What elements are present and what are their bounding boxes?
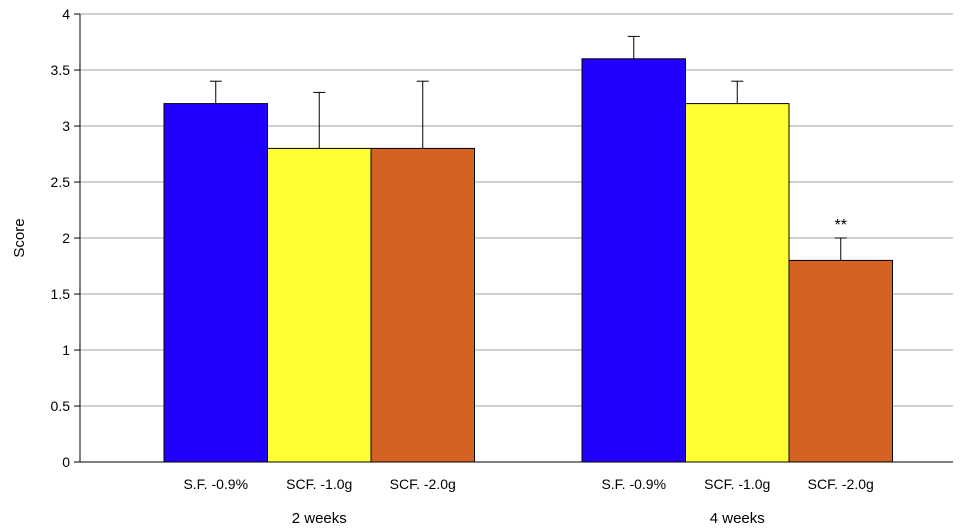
category-labels: S.F. -0.9% SCF. -1.0g SCF. -2.0g 2 weeks S.F… [183,217,873,527]
group-label: 2 weeks [292,510,347,527]
bar [163,103,268,463]
y-tick-label: 3 [62,118,70,134]
y-axis-title: Score [11,218,28,257]
bar [581,58,686,463]
category-label: S.F. -0.9% [601,476,666,492]
y-tick-label: 0 [62,454,70,470]
bar [267,147,372,463]
category-label: SCF. -2.0g [390,476,456,492]
y-tick-label: 0.5 [51,398,71,414]
y-tick-label: 1.5 [51,286,71,302]
bar [685,103,790,463]
error-bars [209,35,847,261]
y-tick-label: 1 [62,342,70,358]
y-tick-label: 2 [62,230,70,246]
y-tick-label: 2.5 [51,174,71,190]
category-label: S.F. -0.9% [183,476,248,492]
bars [163,58,893,463]
group-label: 4 weeks [710,510,765,527]
y-axis-ticks: 0 0.5 1 1.5 2 2.5 3 3.5 4 [51,6,80,470]
bar [370,147,475,463]
significance-marker: ** [835,217,847,234]
y-tick-label: 3.5 [51,62,71,78]
y-tick-label: 4 [62,6,70,22]
category-label: SCF. -1.0g [286,476,352,492]
category-label: SCF. -1.0g [704,476,770,492]
category-label: SCF. -2.0g [808,476,874,492]
bar [788,259,893,463]
